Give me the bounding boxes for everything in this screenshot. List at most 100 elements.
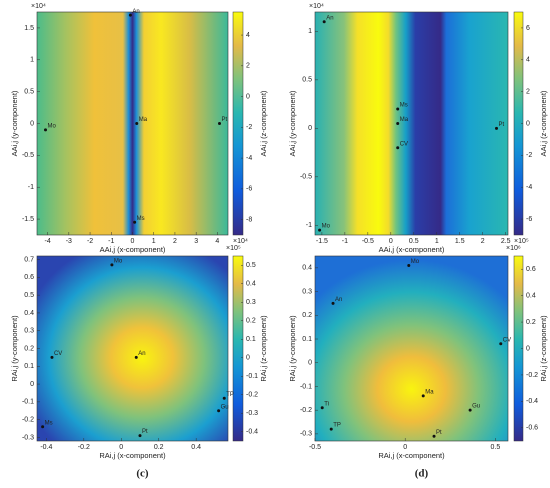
point xyxy=(468,408,472,412)
colorbar-tick-label: -0.2 xyxy=(246,392,258,399)
point-label: Mo xyxy=(114,258,123,264)
y-tick-label: 0.5 xyxy=(24,88,34,95)
point xyxy=(138,434,142,438)
point-label: Ma xyxy=(139,117,148,123)
colorbar-tick-label: 0.4 xyxy=(526,292,536,299)
y-tick-label: 0.5 xyxy=(302,77,312,84)
panel-label: (c) xyxy=(136,468,149,480)
point xyxy=(133,220,137,224)
point xyxy=(222,396,226,400)
x-tick-label: 1.5 xyxy=(455,238,465,245)
y-tick-label: 0.4 xyxy=(24,310,34,317)
point xyxy=(134,355,138,359)
point xyxy=(218,122,222,125)
y-tick-label: 0 xyxy=(308,125,312,132)
colorbar-tick-label: -0.3 xyxy=(246,410,258,417)
y-tick-label: 0.1 xyxy=(302,336,312,343)
colorbar-label: AAi,j (z-component) xyxy=(539,90,548,156)
point-label: An xyxy=(132,9,139,15)
point xyxy=(322,20,326,24)
field xyxy=(315,12,508,235)
point-label: Mo xyxy=(47,123,56,129)
x-tick-label: 0 xyxy=(131,238,135,245)
colorbar-tick-label: -0.2 xyxy=(526,372,538,379)
x-tick-label: 3 xyxy=(194,238,198,245)
colorbar-tick-label: 0 xyxy=(526,345,530,352)
point xyxy=(499,342,503,346)
point-label: Mo xyxy=(322,224,331,230)
x-tick-label: 0.2 xyxy=(154,444,164,451)
colorbar-tick-label: -0.6 xyxy=(526,425,538,432)
y-tick-label: -0.3 xyxy=(300,431,312,438)
y-tick-label: 0.7 xyxy=(24,256,34,263)
point-label: An xyxy=(138,351,145,357)
point xyxy=(135,122,139,125)
y-tick-label: -0.2 xyxy=(300,407,312,414)
colorbar-label: AAi,j (z-component) xyxy=(259,90,268,156)
y-tick-label: 0.2 xyxy=(302,312,312,319)
y-tick-label: 0.1 xyxy=(24,363,34,370)
point xyxy=(396,107,400,111)
x-tick-label: -1 xyxy=(108,238,114,245)
colorbar-tick-label: -6 xyxy=(246,186,252,193)
point-label: Ma xyxy=(425,390,434,396)
y-tick-label: 0.3 xyxy=(302,288,312,295)
y-axis-label: RAi,j (y-component) xyxy=(10,315,19,382)
x-axis-label: AAi,j (x-component) xyxy=(379,245,445,254)
field xyxy=(37,12,228,235)
y-tick-label: -0.1 xyxy=(300,383,312,390)
colorbar-tick-label: -2 xyxy=(526,152,532,159)
point-label: Pt xyxy=(499,122,505,128)
colorbar-tick-label: 0.4 xyxy=(246,281,256,288)
point-label: Pt xyxy=(436,430,442,436)
point xyxy=(331,301,335,305)
y-tick-label: 0 xyxy=(30,381,34,388)
point xyxy=(396,146,400,150)
point xyxy=(407,263,411,267)
x-tick-label: 2 xyxy=(173,238,177,245)
point-label: Ms xyxy=(400,103,408,109)
point xyxy=(495,126,499,130)
point xyxy=(128,13,132,17)
x-tick-label: 2.5 xyxy=(501,238,511,245)
y-tick-label: 0.2 xyxy=(24,345,34,352)
point xyxy=(320,406,324,410)
y-tick-label: 0.6 xyxy=(24,274,34,281)
point-label: Pt xyxy=(142,429,148,435)
point xyxy=(432,434,436,438)
x-tick-label: -0.5 xyxy=(362,238,374,245)
point xyxy=(318,228,322,232)
colorbar-tick-label: -0.4 xyxy=(246,429,258,436)
point xyxy=(43,128,47,132)
x-tick-label: 0.5 xyxy=(409,238,419,245)
panel-label: (d) xyxy=(415,468,429,480)
colorbar-exponent: ×10⁴ xyxy=(233,238,248,245)
x-tick-label: -2 xyxy=(87,238,93,245)
point xyxy=(217,409,221,413)
field xyxy=(315,256,508,441)
x-tick-label: 0 xyxy=(389,238,393,245)
y-tick-label: -1 xyxy=(28,184,34,191)
x-tick-label: -4 xyxy=(44,238,50,245)
point xyxy=(50,355,54,359)
colorbar-tick-label: 2 xyxy=(526,88,530,95)
point-label: Gu xyxy=(472,404,480,410)
y-tick-label: -0.2 xyxy=(22,416,34,423)
colorbar-label: RAi,j (z-component) xyxy=(259,315,268,382)
x-tick-label: 0.4 xyxy=(191,444,201,451)
point-label: CV xyxy=(54,351,62,357)
colorbar-tick-label: 0 xyxy=(246,93,250,100)
colorbar-tick-label: 0.3 xyxy=(246,299,256,306)
colorbar-tick-label: 2 xyxy=(246,63,250,70)
colorbar-label: RAi,j (z-component) xyxy=(539,315,548,382)
y-axis-label: RAi,j (y-component) xyxy=(288,315,297,382)
colorbar-tick-label: 0.2 xyxy=(526,319,536,326)
colorbar-tick-label: 4 xyxy=(246,32,250,39)
colorbar xyxy=(232,11,244,236)
point xyxy=(41,425,45,429)
colorbar-tick-label: -6 xyxy=(526,216,532,223)
y-tick-label: 0.4 xyxy=(302,265,312,272)
x-axis-label: RAi,j (x-component) xyxy=(99,451,166,460)
y-tick-label: -1.5 xyxy=(22,216,34,223)
point-label: An xyxy=(326,15,333,21)
